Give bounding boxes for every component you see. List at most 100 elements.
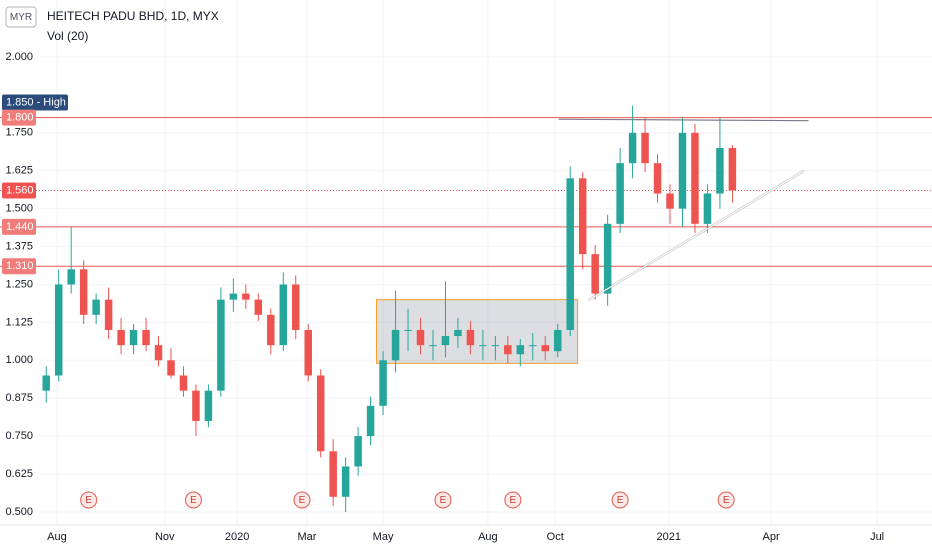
candle-body [678,132,687,209]
price-tag [2,182,36,199]
y-tick-label: 1.750 [5,127,33,139]
earnings-marker [434,491,452,509]
trend-line [588,170,804,301]
candle-body [154,345,163,361]
symbol-title: HEITECH PADU BHD, 1D, MYX [47,9,219,23]
y-tick-label: 0.625 [5,468,33,480]
candle-body [479,345,487,347]
y-tick-label: 2.000 [5,51,33,63]
candle-body [204,390,213,421]
candle-body [267,314,275,346]
earnings-label: E [85,495,92,506]
candle-body [179,375,188,391]
candle-body [429,345,437,347]
earnings-label: E [723,495,730,506]
candle-body [541,345,550,352]
earnings-marker [80,491,98,509]
candle-body [441,336,450,346]
candle-body [217,299,225,391]
candle-body [653,163,662,194]
currency-box[interactable] [5,6,37,28]
y-tick-label: 0.750 [5,430,33,442]
price-tag-label: 1.850 - High [6,96,66,108]
x-tick-label: Jul [870,531,884,543]
candle-body [366,405,375,437]
candle-body [603,223,612,294]
candle-body [341,466,350,497]
x-tick-label: Apr [763,531,780,543]
candle-body [416,329,425,346]
y-tick-label: 0.875 [5,392,33,404]
x-tick-label: Aug [47,531,67,543]
candle-body [254,299,263,315]
price-tag-label: 1.800 [6,112,34,124]
earnings-label: E [299,495,306,506]
grid [40,0,932,525]
candle-body [728,148,737,191]
earnings-label: E [190,495,197,506]
candle-body [591,254,599,294]
x-tick-label: Mar [297,531,316,543]
candle-body [67,269,75,285]
currency: MYR [10,12,32,23]
candle-body [491,345,500,347]
y-tick-label: 1.250 [5,278,33,290]
y-tick-label: 1.500 [5,203,33,215]
price-tag-label: 1.310 [6,260,34,272]
indicator-label: Vol (20) [47,29,88,43]
price-tag [2,258,36,275]
candle-body [142,329,150,346]
candle-body [516,345,525,355]
earnings-marker [611,491,629,509]
candle-body [167,360,175,376]
y-tick-label: 1.375 [5,240,33,252]
candle-body [354,436,362,467]
axis-labels: 0.500 0.625 0.750 0.875 1.000 1.125 1.250 1.375… [2,51,884,543]
candle-body [391,329,400,361]
price-tag-label: 1.560 [6,184,34,196]
candle-body [616,163,624,224]
price-tag-label: 1.440 [6,221,34,233]
y-tick-label: 1.625 [5,165,33,177]
price-tag [2,109,36,126]
candle-body [691,132,699,224]
x-tick-label: 2020 [225,531,249,543]
candle-body [553,329,562,352]
candle-body [529,345,537,347]
x-tick-label: May [373,531,394,543]
candle-body [117,329,125,346]
candle-body [454,329,462,337]
candle-body [304,329,312,376]
x-tick-label: Aug [478,531,498,543]
trend-line [558,118,809,122]
y-tick-label: 0.500 [5,506,33,518]
candle-body [641,132,649,164]
candle-body [92,299,100,315]
earnings-marker [293,491,311,509]
price-tag [2,218,36,235]
candle-body [42,375,50,391]
candle-body [279,284,288,346]
earnings-label: E [617,495,624,506]
candle-body [628,132,637,164]
earnings-marker [504,491,522,509]
candle-body [666,193,674,209]
candle-body [79,269,88,315]
candle-body [703,193,712,224]
candle-body [104,299,113,330]
earnings-marker [717,491,735,509]
y-tick-label: 1.000 [5,354,33,366]
candle-body [329,451,337,497]
x-tick-label: Oct [547,531,564,543]
candle-body [292,284,300,330]
candle-body [379,360,387,406]
candle-body [504,345,512,355]
earnings-label: E [509,495,516,506]
earnings-marker [184,491,202,509]
candle-body [404,329,412,331]
candle-body [54,284,63,376]
price-tag [2,94,68,111]
